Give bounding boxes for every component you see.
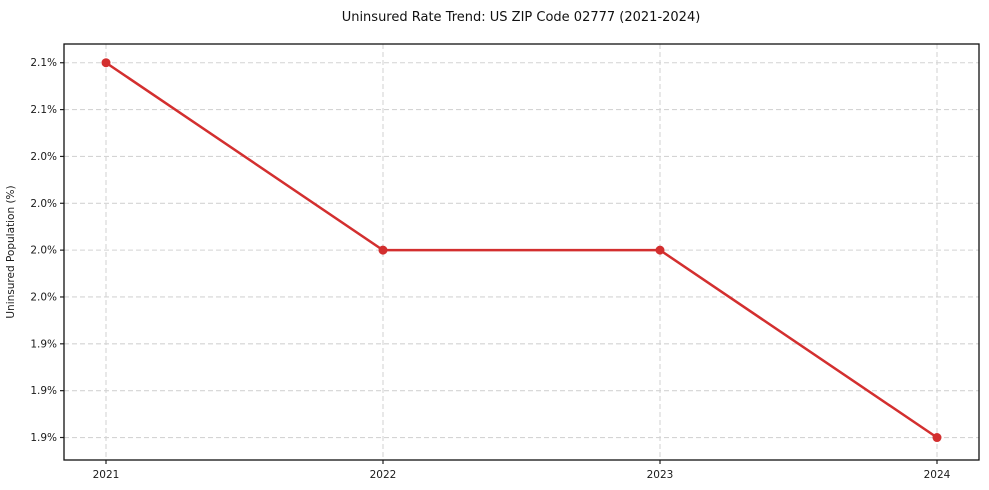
y-tick-label: 2.0% <box>30 291 57 303</box>
data-point <box>378 245 388 255</box>
data-point <box>101 58 111 68</box>
chart-title: Uninsured Rate Trend: US ZIP Code 02777 … <box>342 10 701 25</box>
x-tick-label: 2022 <box>370 469 397 481</box>
y-tick-label: 2.0% <box>30 198 57 210</box>
y-tick-label: 2.0% <box>30 151 57 163</box>
axis-tick-labels: 1.9% 1.9% 1.9% 2.0% 2.0% 2.0% 2.0% 2.1% 2.1% 2021… <box>30 57 950 481</box>
trend-series <box>101 58 942 443</box>
gridlines <box>64 44 979 460</box>
y-tick-label: 2.1% <box>30 57 57 69</box>
y-tick-label: 1.9% <box>30 338 57 350</box>
data-point <box>932 433 942 443</box>
y-tick-label: 2.1% <box>30 104 57 116</box>
y-tick-label: 1.9% <box>30 385 57 397</box>
x-tick-label: 2023 <box>647 469 674 481</box>
x-tick-label: 2021 <box>93 469 120 481</box>
x-tick-label: 2024 <box>924 469 951 481</box>
y-tick-label: 2.0% <box>30 245 57 257</box>
y-axis-label: Uninsured Population (%) <box>5 185 17 318</box>
trend-line <box>104 61 939 439</box>
axis-ticks <box>60 62 938 464</box>
y-tick-label: 1.9% <box>30 432 57 444</box>
plot-area <box>63 43 980 461</box>
data-point <box>655 245 665 255</box>
